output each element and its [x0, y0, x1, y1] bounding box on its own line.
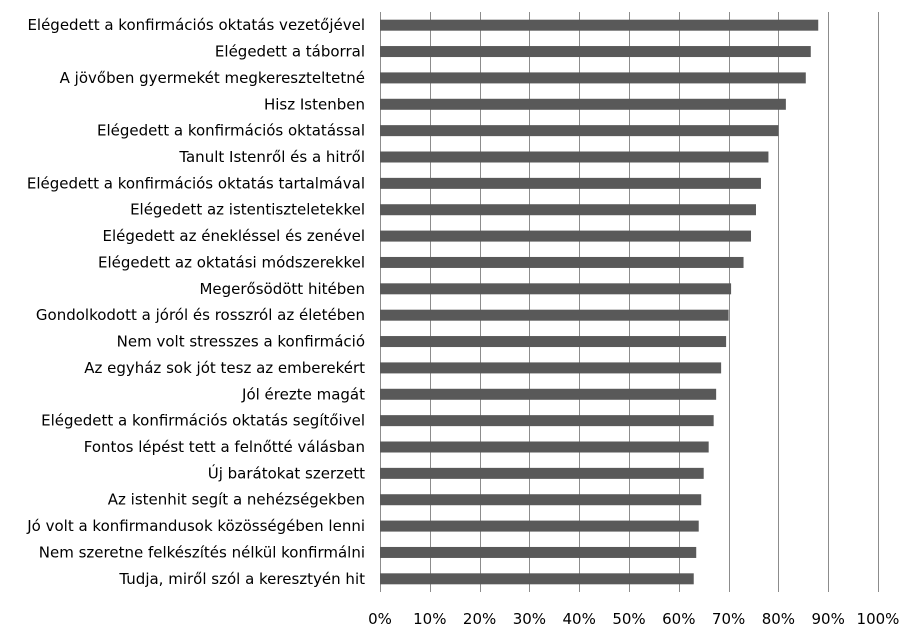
x-tick-label: 90%: [812, 610, 845, 627]
category-label: Elégedett az istentiszteletekkel: [130, 201, 365, 219]
x-tick-label: 30%: [513, 610, 546, 627]
category-label: Jó volt a konfirmandusok közösségében le…: [26, 517, 365, 535]
bar: [380, 520, 699, 532]
x-tick-label: 20%: [463, 610, 496, 627]
bar: [380, 151, 769, 163]
bar: [380, 546, 697, 558]
bar: [380, 204, 756, 216]
x-tick-label: 80%: [762, 610, 795, 627]
bar: [380, 256, 744, 268]
category-label: Nem szeretne felkészítés nélkül konfirmá…: [39, 543, 365, 561]
category-label: Tanult Istenről és a hitről: [178, 148, 365, 166]
bar: [380, 362, 722, 374]
category-label: Elégedett a konfirmációs oktatás segítői…: [41, 412, 365, 430]
category-label: Elégedett a konfirmációs oktatás vezetőj…: [27, 16, 365, 34]
x-tick-label: 70%: [712, 610, 745, 627]
bar: [380, 388, 717, 400]
category-label: Gondolkodott a jóról és rosszról az élet…: [36, 306, 365, 324]
bar: [380, 467, 704, 479]
bar: [380, 494, 702, 506]
x-tick-label: 100%: [857, 610, 900, 627]
category-label: Nem volt stresszes a konfirmáció: [117, 333, 365, 351]
category-label: Fontos lépést tett a felnőtté válásban: [84, 438, 365, 456]
category-label: Új barátokat szerzett: [208, 463, 365, 482]
category-label: A jövőben gyermekét megkereszteltetné: [60, 69, 365, 87]
bar: [380, 19, 819, 31]
bars: [380, 19, 819, 585]
bar: [380, 573, 694, 585]
category-label: Az egyház sok jót tesz az emberekért: [84, 359, 365, 377]
x-tick-label: 0%: [368, 610, 392, 627]
bar: [380, 309, 729, 321]
bar: [380, 46, 811, 58]
bar: [380, 125, 779, 137]
bar: [380, 441, 709, 453]
x-axis-ticks: 0% 10% 20% 30% 40% 50% 60% 70% 80% 90% 100%: [368, 610, 899, 627]
x-tick-label: 40%: [563, 610, 596, 627]
bar: [380, 98, 786, 110]
x-tick-label: 10%: [413, 610, 446, 627]
category-label: Tudja, miről szól a keresztyén hit: [118, 570, 365, 588]
category-labels: Elégedett a konfirmációs oktatás vezetőj…: [26, 16, 365, 588]
category-label: Az istenhit segít a nehézségekben: [108, 491, 365, 509]
bar: [380, 283, 732, 295]
x-tick-label: 50%: [612, 610, 645, 627]
category-label: Hisz Istenben: [264, 95, 365, 113]
bar: [380, 230, 752, 242]
category-label: Megerősödött hitében: [199, 280, 365, 298]
category-label: Elégedett az oktatási módszerekkel: [98, 253, 365, 271]
bar: [380, 336, 727, 348]
bar: [380, 72, 806, 84]
category-label: Elégedett az énekléssel és zenével: [103, 227, 366, 245]
category-label: Elégedett a konfirmációs oktatás tartalm…: [27, 174, 365, 192]
category-label: Jól érezte magát: [241, 385, 365, 403]
category-label: Elégedett a konfirmációs oktatással: [97, 122, 365, 140]
x-tick-label: 60%: [662, 610, 695, 627]
bar: [380, 177, 761, 189]
category-label: Elégedett a táborral: [215, 43, 365, 61]
bar: [380, 415, 714, 427]
